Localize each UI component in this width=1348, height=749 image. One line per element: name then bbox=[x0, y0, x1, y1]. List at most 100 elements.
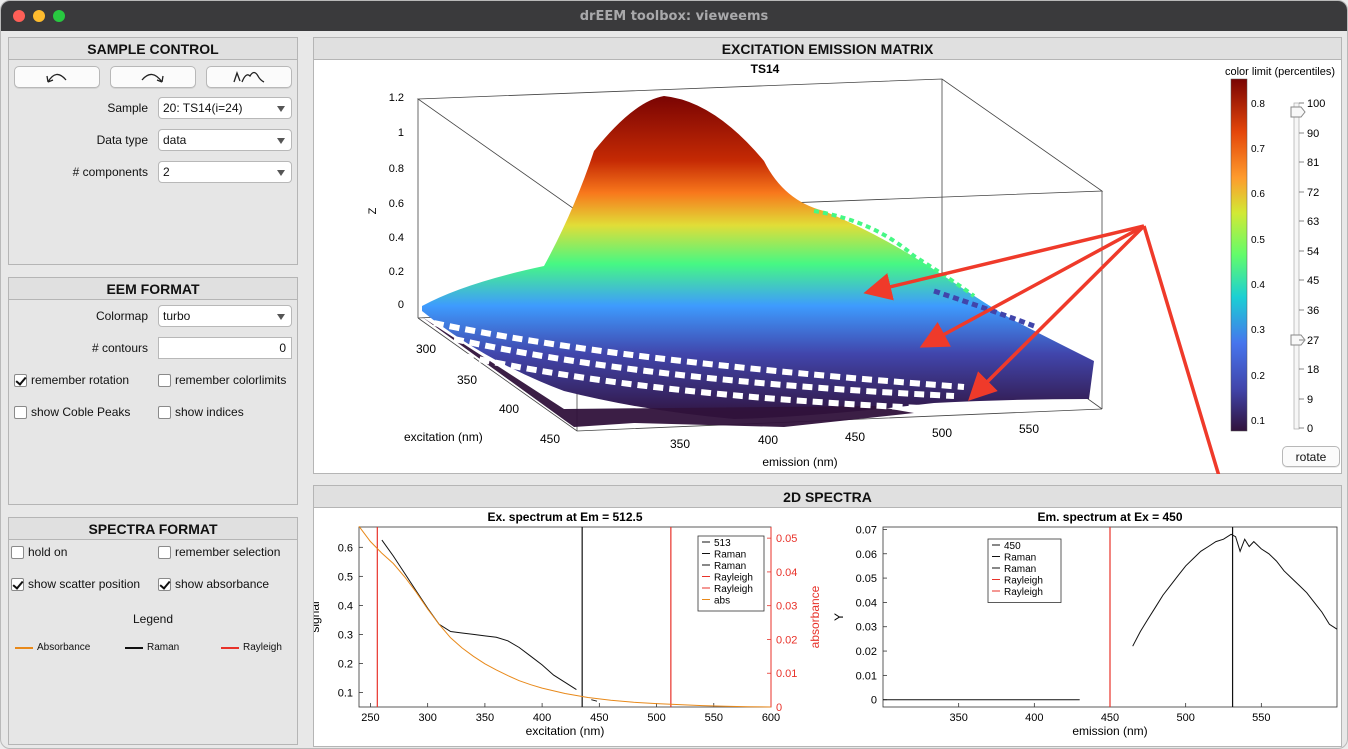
slider-tick: 90 bbox=[1307, 128, 1319, 140]
legend-rayleigh-label: Rayleigh bbox=[243, 642, 282, 653]
slider-tick: 63 bbox=[1307, 216, 1319, 228]
z-tick: 0 bbox=[398, 299, 404, 311]
em-tick: 550 bbox=[1019, 422, 1039, 436]
excitation-spectrum-chart[interactable]: Ex. spectrum at Em = 512.5 250 300 350 400 45… bbox=[314, 509, 824, 747]
legend-entry: Rayleigh bbox=[1004, 576, 1043, 587]
contours-input[interactable]: 0 bbox=[158, 337, 292, 359]
y-tick-label: 0.06 bbox=[856, 549, 877, 561]
remember-rotation-checkbox[interactable]: remember rotation bbox=[14, 373, 129, 387]
x-tick-label: 450 bbox=[590, 712, 608, 724]
y2-tick-label: 0.01 bbox=[776, 668, 797, 680]
spectra-format-title: SPECTRA FORMAT bbox=[9, 518, 297, 540]
x-tick-label: 300 bbox=[418, 712, 436, 724]
eem-format-panel: EEM FORMAT Colormap turbo # contours 0 r… bbox=[8, 277, 298, 505]
checkbox-checked-icon bbox=[11, 577, 24, 591]
legend-line-absorbance bbox=[15, 646, 33, 649]
legend-box bbox=[987, 538, 1062, 603]
legend-box bbox=[697, 535, 765, 612]
z-tick: 0.8 bbox=[389, 163, 404, 175]
y2-tick-label: 0 bbox=[776, 702, 782, 714]
y-tick-label: 0.2 bbox=[338, 658, 353, 670]
eem-3d-plot[interactable]: TS14 0 0.2 0.4 0.6 0.8 1 1.2 Z bbox=[314, 61, 1341, 474]
z-axis: 0 0.2 0.4 0.6 0.8 1 1.2 Z bbox=[367, 92, 404, 311]
legend-entry: Raman bbox=[714, 561, 746, 572]
y-tick-label: 0.03 bbox=[856, 622, 877, 634]
chevron-down-icon bbox=[277, 106, 285, 112]
legend-entry: Raman bbox=[1004, 564, 1036, 575]
legend-entry: 513 bbox=[714, 538, 731, 549]
next-sample-button[interactable] bbox=[110, 66, 196, 88]
eem-format-title: EEM FORMAT bbox=[9, 278, 297, 300]
datatype-select-value: data bbox=[163, 133, 187, 147]
sample-select[interactable]: 20: TS14(i=24) bbox=[158, 97, 292, 119]
y2-axis-label: absorbance bbox=[808, 585, 822, 648]
y-tick-label: 0 bbox=[871, 695, 877, 707]
colorbar bbox=[1230, 78, 1248, 432]
chevron-down-icon bbox=[277, 138, 285, 144]
zoom-window-button[interactable] bbox=[53, 10, 65, 22]
spectra-panel-title: 2D SPECTRA bbox=[314, 486, 1341, 508]
show-coble-peaks-checkbox[interactable]: show Coble Peaks bbox=[14, 405, 130, 419]
x-tick-label: 500 bbox=[1176, 712, 1194, 724]
z-tick: 1.2 bbox=[389, 92, 404, 104]
previous-sample-button[interactable] bbox=[14, 66, 100, 88]
em-tick: 500 bbox=[932, 426, 952, 440]
z-axis-label: Z bbox=[367, 207, 379, 214]
legend-entry: Raman bbox=[714, 550, 746, 561]
show-absorbance-checkbox[interactable]: show absorbance bbox=[158, 577, 269, 591]
em-tick: 400 bbox=[758, 433, 778, 447]
minimize-window-button[interactable] bbox=[33, 10, 45, 22]
emission-axis: 350 400 450 500 550 emission (nm) bbox=[670, 422, 1039, 469]
ex-tick: 300 bbox=[416, 342, 436, 356]
excitation-axis-label: excitation (nm) bbox=[404, 430, 483, 444]
datatype-select[interactable]: data bbox=[158, 129, 292, 151]
colorlimit-slider-track[interactable] bbox=[1293, 102, 1300, 430]
sample-label: Sample bbox=[107, 101, 148, 115]
slider-lower-handle[interactable] bbox=[1290, 334, 1306, 346]
show-scatter-checkbox[interactable]: show scatter position bbox=[11, 577, 140, 591]
legend-raman: Raman bbox=[125, 642, 179, 653]
y-tick-label: 0.04 bbox=[856, 597, 877, 609]
close-window-button[interactable] bbox=[13, 10, 25, 22]
spectrum-toggle-button[interactable] bbox=[206, 66, 292, 88]
series-line bbox=[1132, 533, 1338, 647]
y-tick-label: 0.3 bbox=[338, 629, 353, 641]
components-select[interactable]: 2 bbox=[158, 161, 292, 183]
colorbar-tick: 0.1 bbox=[1251, 416, 1265, 427]
legend-title: Legend bbox=[132, 612, 174, 626]
slider-tick: 0 bbox=[1307, 423, 1313, 435]
show-indices-checkbox[interactable]: show indices bbox=[158, 405, 244, 419]
slider-ticks: 100 90 81 72 63 54 45 36 27 18 9 0 bbox=[1299, 98, 1325, 435]
emission-axis-label: emission (nm) bbox=[762, 455, 837, 469]
components-select-value: 2 bbox=[163, 165, 170, 179]
emission-spectrum-chart[interactable]: Em. spectrum at Ex = 450 350 400 450 500 550 0… bbox=[826, 509, 1341, 747]
remember-selection-checkbox[interactable]: remember selection bbox=[158, 545, 280, 559]
slider-upper-handle[interactable] bbox=[1290, 106, 1306, 118]
annotation-arrows bbox=[863, 224, 1221, 474]
remember-colorlimits-checkbox[interactable]: remember colorlimits bbox=[158, 373, 286, 387]
chart-title: Em. spectrum at Ex = 450 bbox=[1037, 510, 1182, 524]
show-indices-label: show indices bbox=[175, 405, 244, 419]
x-tick-label: 400 bbox=[533, 712, 551, 724]
x-tick-label: 600 bbox=[762, 712, 780, 724]
rotate-button[interactable]: rotate bbox=[1282, 446, 1340, 467]
spectrum-shape-icon bbox=[233, 71, 265, 83]
legend-line-rayleigh bbox=[221, 646, 239, 649]
x-tick-label: 350 bbox=[476, 712, 494, 724]
colorbar-tick: 0.8 bbox=[1251, 99, 1265, 110]
checkbox-empty-icon bbox=[14, 405, 27, 419]
series-line bbox=[358, 525, 772, 708]
y-tick-label: 0.5 bbox=[338, 571, 353, 583]
colormap-select[interactable]: turbo bbox=[158, 305, 292, 327]
spectra-panel: 2D SPECTRA Ex. spectrum at Em = 512.5 250… bbox=[313, 485, 1342, 747]
checkbox-checked-icon bbox=[14, 373, 27, 387]
colormap-select-value: turbo bbox=[163, 309, 191, 323]
x-tick-label: 550 bbox=[705, 712, 723, 724]
hold-on-checkbox[interactable]: hold on bbox=[11, 545, 67, 559]
y-tick-label: 0.05 bbox=[856, 573, 877, 585]
window-title: drEEM toolbox: vieweems bbox=[579, 8, 769, 24]
x-axis-label: excitation (nm) bbox=[526, 724, 605, 738]
colorbar-ticks: 0.8 0.7 0.6 0.5 0.4 0.3 0.2 0.1 bbox=[1251, 99, 1265, 427]
ex-tick: 450 bbox=[540, 432, 560, 446]
